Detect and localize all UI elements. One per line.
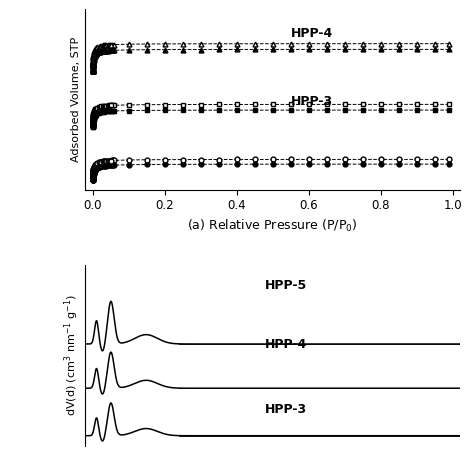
- Text: HPP-3: HPP-3: [291, 95, 333, 108]
- Text: HPP-3: HPP-3: [265, 403, 307, 416]
- X-axis label: (a) Relative Pressure (P/P$_0$): (a) Relative Pressure (P/P$_0$): [187, 218, 358, 234]
- Y-axis label: Adsorbed Volume, STP: Adsorbed Volume, STP: [71, 37, 81, 162]
- Text: HPP-4: HPP-4: [265, 338, 307, 351]
- Text: HPP-4: HPP-4: [291, 27, 334, 39]
- Y-axis label: dV(d) (cm$^3$ nm$^{-1}$ g$^{-1}$): dV(d) (cm$^3$ nm$^{-1}$ g$^{-1}$): [63, 294, 81, 416]
- Text: HPP-5: HPP-5: [265, 279, 307, 292]
